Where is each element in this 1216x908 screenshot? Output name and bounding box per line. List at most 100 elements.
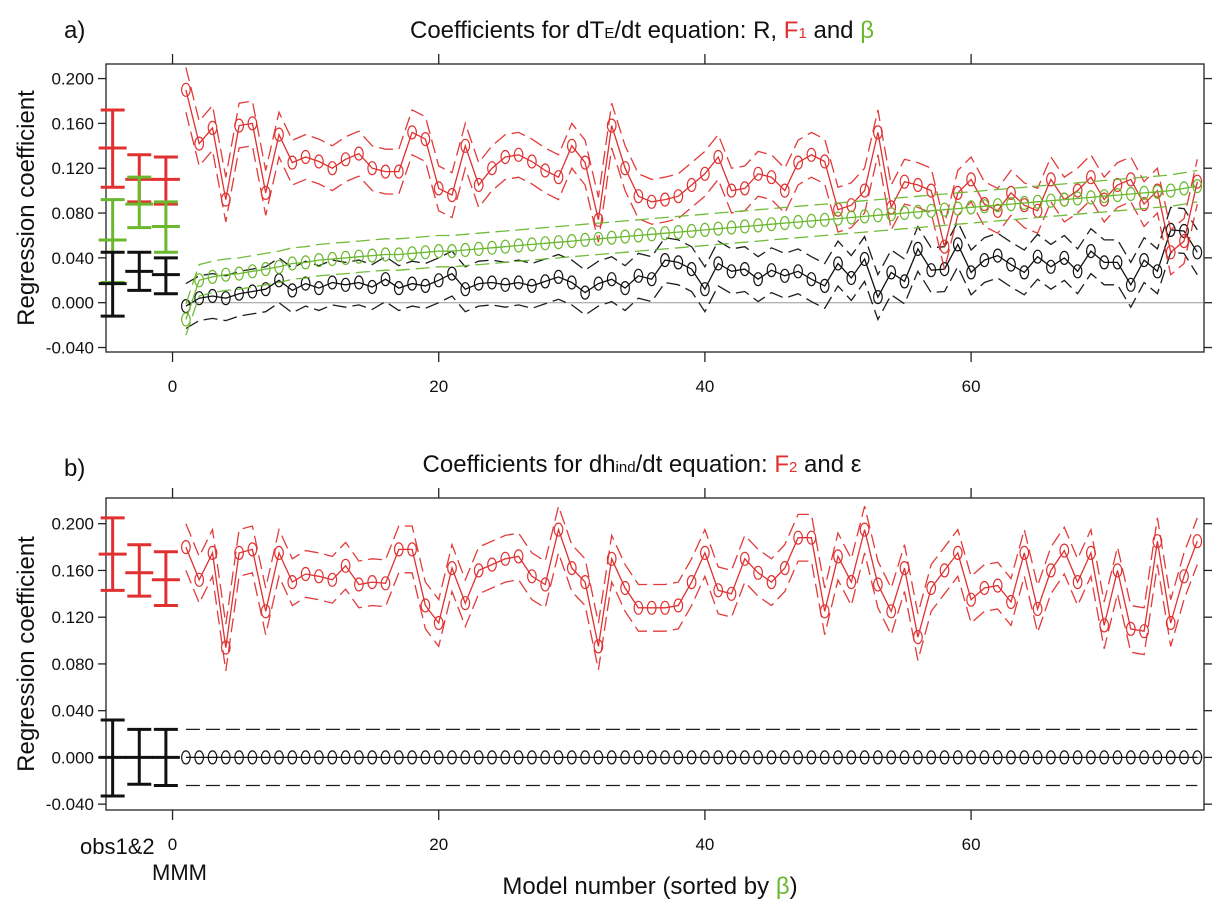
data-point xyxy=(913,177,923,193)
data-point xyxy=(819,750,830,765)
data-point xyxy=(700,222,710,237)
data-point xyxy=(300,255,311,270)
data-point xyxy=(234,545,245,561)
data-point xyxy=(433,750,444,765)
data-point xyxy=(420,132,431,147)
data-point xyxy=(753,272,763,287)
series-band-lower xyxy=(185,112,1198,276)
data-point xyxy=(220,640,231,655)
data-point xyxy=(1045,193,1056,208)
series-band-upper xyxy=(185,67,1198,232)
data-point xyxy=(220,291,231,306)
data-point xyxy=(1045,172,1056,187)
data-point xyxy=(1179,234,1189,249)
y-tick-label: 0.200 xyxy=(51,70,94,89)
data-point xyxy=(1085,190,1096,205)
data-point xyxy=(447,266,457,281)
data-point xyxy=(1032,601,1043,617)
data-point xyxy=(859,750,870,765)
data-point xyxy=(859,522,870,537)
panel-b-title: Coefficients for dhind/dt equation: F2 a… xyxy=(423,451,862,478)
data-point xyxy=(739,551,750,566)
series-line xyxy=(185,229,1198,307)
data-point xyxy=(220,267,231,282)
data-point xyxy=(207,288,218,304)
data-point xyxy=(1006,185,1016,200)
data-point xyxy=(340,750,351,765)
data-point xyxy=(793,750,803,765)
data-point xyxy=(1019,265,1030,280)
data-point xyxy=(686,750,697,765)
data-point xyxy=(913,241,923,256)
data-point xyxy=(407,276,418,291)
data-point xyxy=(300,566,311,582)
data-point xyxy=(1072,574,1083,590)
data-point xyxy=(833,549,843,564)
data-point xyxy=(234,286,245,301)
data-point xyxy=(1152,264,1163,279)
data-point xyxy=(620,281,630,296)
data-point xyxy=(1179,223,1189,239)
data-point xyxy=(819,278,830,293)
panel-a-plot-frame xyxy=(105,63,1205,353)
data-point xyxy=(806,530,817,545)
data-point xyxy=(1152,534,1163,549)
data-point xyxy=(234,266,245,281)
data-point xyxy=(460,282,471,297)
data-point xyxy=(1032,750,1043,765)
data-point xyxy=(939,563,950,578)
data-point xyxy=(393,542,404,557)
data-point xyxy=(220,192,231,207)
series-band-lower xyxy=(185,251,1198,330)
data-point xyxy=(859,251,870,267)
data-point xyxy=(1139,750,1149,765)
data-point xyxy=(673,598,684,613)
data-point xyxy=(300,750,311,765)
data-point xyxy=(340,277,351,292)
data-point xyxy=(460,750,471,765)
data-point xyxy=(367,248,378,263)
data-point xyxy=(194,572,205,587)
data-point xyxy=(487,750,497,765)
data-point xyxy=(926,580,937,596)
data-point xyxy=(593,212,604,227)
series-band-upper xyxy=(185,503,1198,625)
data-point xyxy=(1165,245,1176,260)
panel-a-title: Coefficients for dTE/dt equation: R, F1 … xyxy=(410,17,874,44)
data-point xyxy=(274,127,284,142)
data-point xyxy=(766,217,777,232)
data-point xyxy=(620,580,630,596)
data-point xyxy=(992,578,1003,593)
data-point xyxy=(247,542,258,557)
data-point xyxy=(393,247,404,262)
data-point xyxy=(753,218,763,233)
data-point xyxy=(553,522,564,537)
data-point xyxy=(433,615,444,631)
data-point xyxy=(1139,197,1149,212)
data-point xyxy=(180,82,191,97)
data-point xyxy=(447,244,457,259)
data-point xyxy=(234,750,245,765)
data-point xyxy=(766,574,777,590)
data-point xyxy=(819,154,830,169)
data-point xyxy=(380,247,391,262)
series-line xyxy=(185,527,1198,648)
data-point xyxy=(846,198,857,213)
data-point xyxy=(180,539,191,555)
data-point xyxy=(447,750,457,765)
series-band-upper xyxy=(185,206,1198,285)
data-point xyxy=(899,274,910,289)
data-point xyxy=(846,574,857,590)
data-point xyxy=(873,208,883,223)
data-point xyxy=(433,244,444,259)
data-point xyxy=(926,750,937,765)
y-tick-label: 0.080 xyxy=(51,204,94,223)
data-point xyxy=(220,750,231,765)
data-point xyxy=(859,183,870,198)
data-point xyxy=(367,750,378,765)
data-point xyxy=(460,242,471,258)
data-point xyxy=(952,201,963,216)
data-point xyxy=(1072,183,1083,198)
data-point xyxy=(620,161,630,176)
data-point xyxy=(899,174,910,189)
